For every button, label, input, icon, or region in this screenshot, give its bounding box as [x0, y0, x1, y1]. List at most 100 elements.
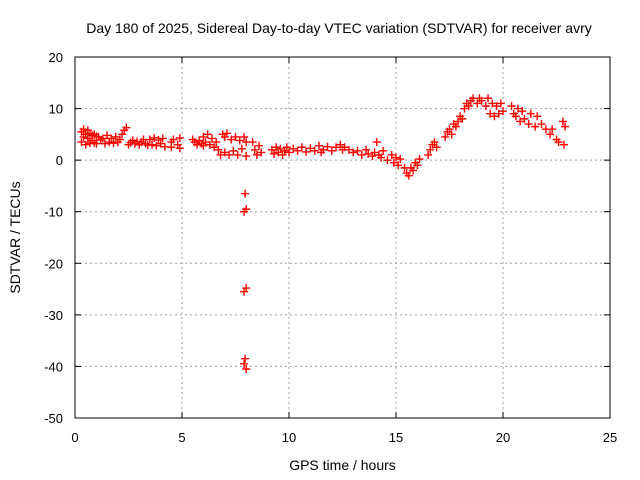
data-point: [118, 130, 127, 139]
data-point: [252, 150, 261, 159]
data-point: [533, 112, 542, 121]
data-point: [526, 109, 535, 118]
x-tick-label: 5: [178, 430, 185, 445]
y-tick-label: 20: [49, 50, 63, 65]
data-point: [430, 138, 439, 147]
data-point: [481, 101, 490, 110]
data-point: [336, 140, 345, 149]
data-point: [158, 134, 167, 143]
data-point: [289, 144, 298, 153]
data-point: [156, 139, 165, 148]
data-point: [415, 155, 424, 164]
data-point: [169, 135, 178, 144]
data-point: [409, 166, 418, 175]
data-point: [372, 138, 381, 147]
data-point: [496, 99, 505, 108]
y-tick-label: -30: [44, 308, 63, 323]
data-point: [362, 145, 371, 154]
data-point: [548, 125, 557, 134]
data-point: [383, 156, 392, 165]
data-point: [531, 122, 540, 131]
data-point: [486, 109, 495, 118]
data-point: [379, 146, 388, 155]
data-point: [413, 161, 422, 170]
data-point: [77, 138, 86, 147]
data-point: [81, 140, 90, 149]
data-point: [432, 143, 441, 152]
data-point: [250, 145, 259, 154]
data-point: [255, 141, 264, 150]
data-point: [145, 135, 154, 144]
data-point: [237, 144, 246, 153]
x-tick-label: 20: [496, 430, 510, 445]
data-point: [314, 141, 323, 150]
chart-title: Day 180 of 2025, Sidereal Day-to-day VTE…: [86, 20, 592, 36]
data-point: [537, 120, 546, 129]
data-point: [242, 152, 251, 161]
data-point: [81, 130, 90, 139]
data-point: [210, 143, 219, 152]
data-point: [546, 130, 555, 139]
data-point: [306, 144, 315, 153]
data-point: [242, 284, 251, 293]
data-point: [216, 150, 225, 159]
data-point: [241, 354, 250, 363]
data-point: [340, 143, 349, 152]
data-point: [109, 139, 118, 148]
data-point: [464, 101, 473, 110]
data-point: [404, 171, 413, 180]
data-point: [229, 146, 238, 155]
data-point: [83, 134, 92, 143]
data-point: [394, 161, 403, 170]
data-point: [270, 149, 279, 158]
data-point: [111, 132, 120, 141]
data-point: [293, 146, 302, 155]
y-tick-label: -40: [44, 359, 63, 374]
data-point: [445, 125, 454, 134]
data-point: [225, 150, 234, 159]
data-point: [389, 158, 398, 167]
y-tick-label: -50: [44, 411, 63, 426]
data-point: [100, 139, 109, 148]
data-point: [516, 117, 525, 126]
data-point: [561, 122, 570, 131]
data-point: [107, 134, 116, 143]
data-point: [511, 112, 520, 121]
data-point: [396, 155, 405, 164]
data-point: [242, 365, 251, 374]
data-point: [220, 148, 229, 157]
data-point: [276, 144, 285, 153]
data-point: [192, 140, 201, 149]
data-point: [199, 132, 208, 141]
data-point: [327, 146, 336, 155]
data-point: [242, 205, 251, 214]
data-point: [370, 148, 379, 157]
data-point: [488, 99, 497, 108]
data-point: [558, 117, 567, 126]
data-point: [240, 132, 249, 141]
data-point: [477, 96, 486, 105]
data-point: [518, 107, 527, 116]
data-point: [357, 150, 366, 159]
data-point: [203, 130, 212, 139]
data-point: [524, 120, 533, 129]
data-point: [98, 134, 107, 143]
plot-frame: [74, 56, 611, 419]
data-point: [492, 101, 501, 110]
data-point: [278, 150, 287, 159]
data-point: [454, 117, 463, 126]
data-point: [207, 134, 216, 143]
data-point: [175, 144, 184, 153]
data-point: [150, 133, 159, 142]
data-point: [513, 104, 522, 113]
y-tick-label: 10: [49, 102, 63, 117]
data-point: [222, 129, 231, 138]
data-point: [212, 138, 221, 147]
data-point: [559, 140, 568, 149]
data-point: [201, 138, 210, 147]
data-point: [554, 138, 563, 147]
data-point: [332, 143, 341, 152]
data-point: [458, 114, 467, 123]
y-tick-label: -20: [44, 256, 63, 271]
x-tick-label: 15: [389, 430, 403, 445]
